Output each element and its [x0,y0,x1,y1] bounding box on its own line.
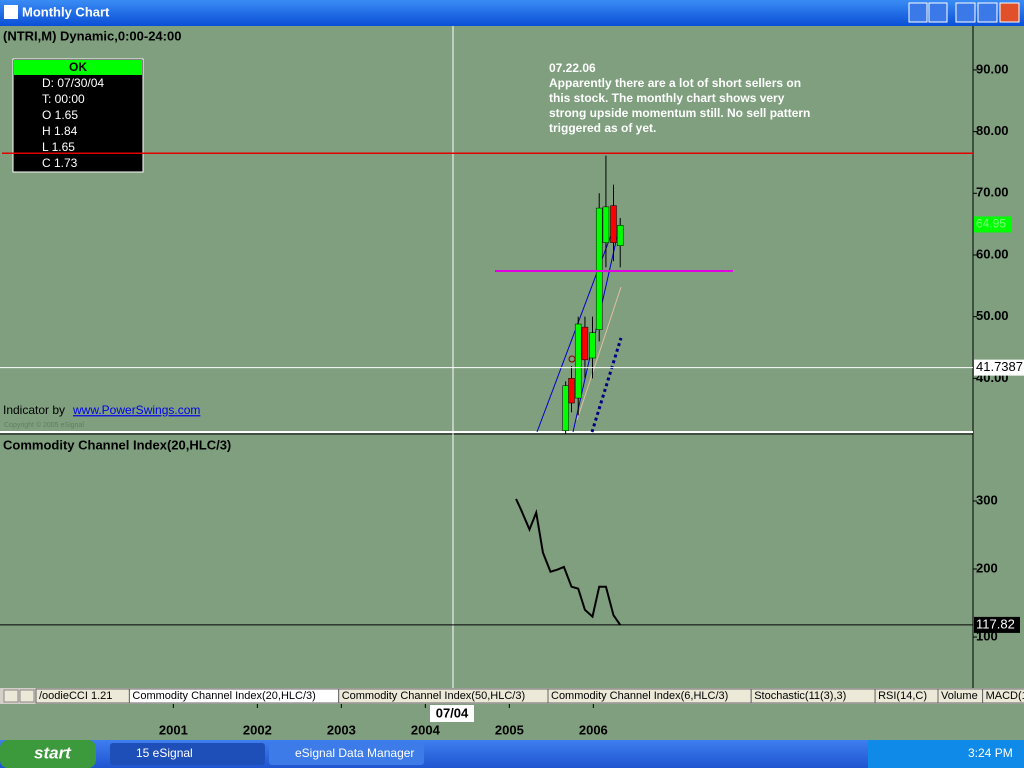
tab-label: Commodity Channel Index(6,HLC/3) [551,690,728,702]
dashed-study [590,337,623,433]
last-value-label: 64.95 [976,217,1006,231]
candle-body [568,378,575,404]
y-tick-label: 300 [976,492,998,507]
x-tick-label: 2003 [327,722,356,737]
data-row: L 1.65 [42,140,75,154]
tab-label: RSI(14,C) [878,690,927,702]
copyright: Copyright © 2005 eSignal [4,421,84,429]
x-tick-label: 2004 [411,722,441,737]
data-row: T: 00:00 [42,92,85,106]
note-lines: Apparently there are a lot of short sell… [549,76,810,135]
chart-header: (NTRI,M) Dynamic,0:00-24:00 [3,28,181,43]
restore-button[interactable] [928,2,948,23]
candle-body [616,225,624,246]
candle-body [610,205,617,243]
note-line: triggered as of yet. [549,121,656,135]
task-label: eSignal Data Manager [295,746,414,760]
title-bar [0,0,1024,26]
y-tick-label: 90.00 [976,61,1009,76]
note-line: Apparently there are a lot of short sell… [549,76,801,90]
tab-label: Commodity Channel Index(50,HLC/3) [342,690,525,702]
tab-scroll-left[interactable] [3,689,19,703]
candle-body [574,323,582,399]
note-date: 07.22.06 [549,61,596,75]
clock: 3:24 PM [968,746,1013,760]
y-tick-label: 50.00 [976,308,1009,323]
chart-area [0,26,1024,688]
start-button[interactable] [0,740,96,768]
candle-body [581,326,589,361]
data-status: OK [69,60,87,74]
y-tick-label: 80.00 [976,123,1009,138]
task-button[interactable] [110,743,265,765]
start-label: start [34,743,72,762]
tab-label: Volume [941,690,978,702]
tab-label: Commodity Channel Index(20,HLC/3) [132,690,315,702]
data-row: C 1.73 [42,156,78,170]
note-line: strong upside momentum still. No sell pa… [549,106,810,120]
x-tick-label: 2006 [579,722,608,737]
cci-line [515,498,622,626]
candle-body [562,385,569,432]
cursor-cci-box [974,616,1020,633]
tab-label: Stochastic(11(3),3) [754,690,846,702]
cursor-price-label: 41.7387 [976,359,1023,374]
credit-text: Indicator by [3,403,65,417]
window-title: Monthly Chart [22,4,110,19]
maximize-button[interactable] [977,2,998,23]
x-tick-label: 2002 [243,722,272,737]
x-tick-label: 2005 [495,722,524,737]
tabs: /oodieCCI 1.21 Commodity Channel Index(20… [35,688,1024,704]
candle-body [595,207,603,330]
y-tick-label: 60.00 [976,246,1009,261]
time-axis [0,704,1024,740]
tab-label: /oodieCCI 1.21 [39,690,112,702]
note-line: this stock. The monthly chart shows very [549,91,785,105]
cursor-x-label: 07/04 [436,705,469,720]
close-button[interactable] [999,2,1020,23]
minimize-button[interactable] [955,2,976,23]
menu-button[interactable] [908,2,928,23]
candle-body [602,206,610,243]
last-value-box [974,216,1012,233]
data-row: H 1.84 [42,124,78,138]
y-tick-label: 200 [976,560,998,575]
task-button[interactable] [269,743,424,765]
y-tick-label: 70.00 [976,185,1009,200]
data-rows: D: 07/30/04 T: 00:00 O 1.65 H 1.84 L 1.65 C 1… [42,76,104,170]
system-tray [868,740,1024,768]
cursor-x-box [430,705,474,722]
data-window-header [14,60,142,75]
candle-body [589,332,596,359]
tab-scroll-right[interactable] [19,689,35,703]
task-label: 15 eSignal [136,746,193,760]
study-line [576,286,622,421]
data-row: O 1.65 [42,108,78,122]
tab-label: MACD(12,26,9,C) [986,690,1024,702]
window-icon [4,5,18,19]
x-tick-label: 2001 [159,722,188,737]
tab[interactable] [982,688,1024,704]
cursor-cci-label: 117.82 [976,616,1015,631]
data-row: D: 07/30/04 [42,76,104,90]
credit-link[interactable]: www.PowerSwings.com [72,403,200,417]
cci-title: Commodity Channel Index(20,HLC/3) [3,437,231,452]
cursor-price-box [974,359,1024,376]
